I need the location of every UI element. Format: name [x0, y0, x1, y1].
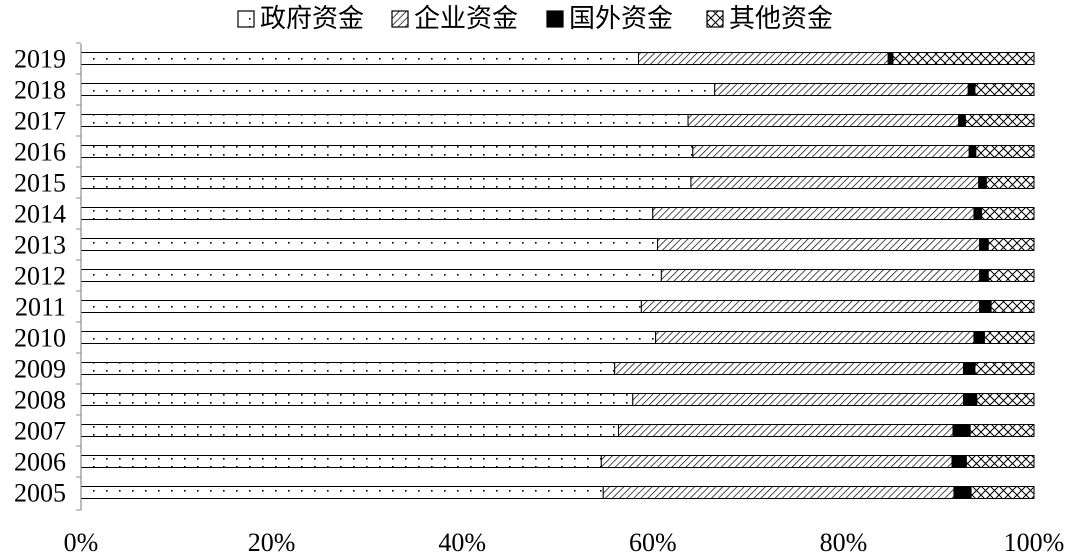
bar-segment-crosshatch: [964, 114, 1035, 127]
x-tick-label: 60%: [629, 528, 677, 557]
bar-segment-dots: [80, 393, 634, 406]
bar-segment-dots: [80, 455, 602, 468]
bar-segment-solid: [979, 238, 989, 251]
x-tick-label: 0%: [64, 528, 99, 557]
x-tick-label: 40%: [438, 528, 486, 557]
legend-label: 其他资金: [729, 4, 833, 34]
bar-segment-crosshatch: [985, 176, 1035, 189]
bar-segment-crosshatch: [892, 52, 1035, 65]
bar-segment-solid: [979, 300, 992, 313]
y-tick-label: 2015: [14, 169, 66, 198]
bar-segment-diagonal: [617, 424, 954, 437]
legend-swatch-dots: [237, 10, 255, 28]
y-tick-label: 2011: [15, 293, 66, 322]
bar-segment-diagonal: [692, 145, 970, 158]
y-tick-label: 2019: [14, 45, 66, 74]
bar-segment-solid: [962, 393, 978, 406]
bar-segment-solid: [967, 83, 976, 96]
bar-segment-dots: [80, 424, 619, 437]
bar-segment-dots: [80, 362, 616, 375]
x-tick-label: 100%: [1004, 528, 1065, 557]
bar-segment-diagonal: [632, 393, 964, 406]
bar-segment-solid: [968, 145, 977, 158]
bar-segment-crosshatch: [974, 362, 1035, 375]
bar-segment-crosshatch: [990, 300, 1035, 313]
legend-label: 企业资金: [414, 4, 518, 34]
bar-segment-crosshatch: [969, 424, 1035, 437]
bar-segment-solid: [952, 424, 971, 437]
bar-segment-diagonal: [714, 83, 969, 96]
bar-segment-crosshatch: [974, 83, 1035, 96]
bar-segment-solid: [951, 455, 967, 468]
y-tick-label: 2016: [14, 138, 66, 167]
bar-segment-crosshatch: [976, 393, 1035, 406]
bar-segment-crosshatch: [987, 238, 1035, 251]
bar-segment-dots: [80, 238, 659, 251]
bar-segment-diagonal: [657, 238, 981, 251]
bar-segment-diagonal: [687, 114, 960, 127]
axes: 2019201820172016201520142013201220112010…: [14, 42, 1065, 557]
y-tick-label: 2012: [14, 262, 66, 291]
y-tick-label: 2006: [14, 448, 66, 477]
bar-segment-solid: [958, 114, 966, 127]
bar-segment-solid: [978, 176, 987, 189]
bar-segment-diagonal: [660, 269, 981, 282]
legend-label: 国外资金: [569, 4, 673, 34]
bar-segment-diagonal: [690, 176, 980, 189]
y-tick-label: 2005: [14, 479, 66, 508]
bar-segment-diagonal: [614, 362, 964, 375]
legend-swatch-solid: [546, 10, 564, 28]
bar-segment-solid: [973, 207, 983, 220]
y-tick-label: 2013: [14, 231, 66, 260]
bar-segment-dots: [80, 207, 654, 220]
bar-segment-diagonal: [652, 207, 975, 220]
bar-segment-crosshatch: [987, 269, 1035, 282]
bar-segment-solid: [953, 486, 972, 499]
bar-segment-dots: [80, 83, 716, 96]
legend: 政府资金 企业资金 国外资金 其他资金: [237, 4, 833, 34]
bar-segment-dots: [80, 145, 694, 158]
x-tick-label: 80%: [820, 528, 868, 557]
bars: [80, 52, 1035, 499]
bar-segment-crosshatch: [981, 207, 1035, 220]
legend-label: 政府资金: [260, 4, 364, 34]
bar-segment-solid: [973, 331, 985, 344]
bar-segment-solid: [887, 52, 894, 65]
bar-segment-dots: [80, 114, 689, 127]
bar-segment-diagonal: [655, 331, 975, 344]
bar-segment-crosshatch: [970, 486, 1035, 499]
bar-segment-dots: [80, 176, 692, 189]
legend-swatch-diagonal: [391, 10, 409, 28]
bar-segment-dots: [80, 486, 604, 499]
x-tick-label: 20%: [248, 528, 296, 557]
bar-segment-crosshatch: [975, 145, 1035, 158]
bar-segment-crosshatch: [965, 455, 1035, 468]
y-tick-label: 2008: [14, 386, 66, 415]
bar-segment-dots: [80, 331, 657, 344]
bar-segment-dots: [80, 269, 662, 282]
bar-segment-dots: [80, 300, 642, 313]
bar-segment-diagonal: [600, 455, 953, 468]
y-tick-label: 2009: [14, 355, 66, 384]
bar-segment-solid: [962, 362, 976, 375]
bar-segment-diagonal: [638, 52, 889, 65]
bar-segment-crosshatch: [983, 331, 1035, 344]
bar-segment-diagonal: [602, 486, 955, 499]
bar-segment-dots: [80, 52, 640, 65]
y-tick-label: 2017: [14, 107, 66, 136]
y-tick-label: 2018: [14, 76, 66, 105]
bar-segment-diagonal: [640, 300, 981, 313]
y-tick-label: 2010: [14, 324, 66, 353]
y-tick-label: 2007: [14, 417, 66, 446]
y-tick-label: 2014: [14, 200, 66, 229]
bar-segment-solid: [979, 269, 989, 282]
legend-swatch-crosshatch: [706, 10, 724, 28]
